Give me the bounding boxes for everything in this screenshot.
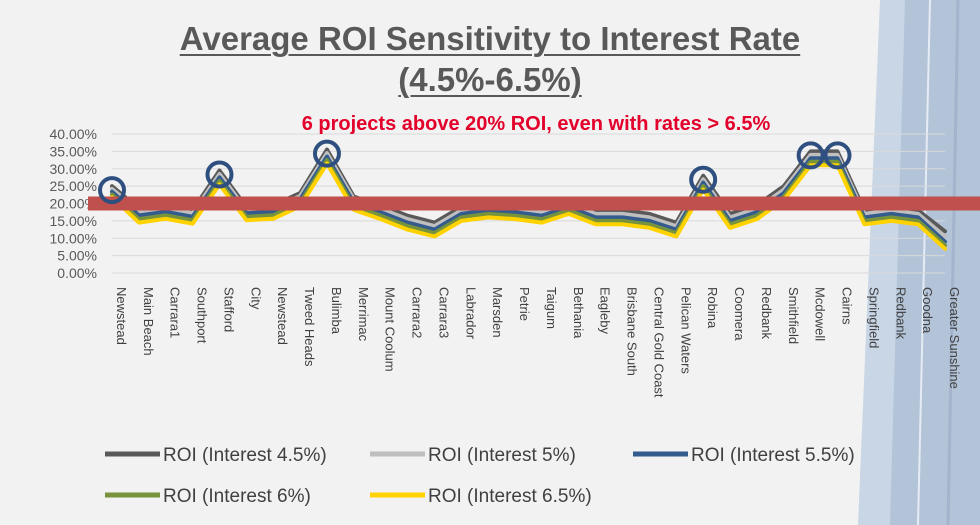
x-tick-label: Cairns [840,287,855,325]
decor-glass-line [946,0,960,525]
legend-label: ROI (Interest 4.5%) [163,445,327,466]
highlight-circle [98,176,126,205]
y-tick-label: 40.00% [50,126,97,142]
x-tick-label: Merrimac [356,287,371,342]
y-tick-label: 35.00% [50,143,97,159]
x-tick-label: Carrara2 [410,287,425,338]
x-tick-label: Goodna [920,287,935,334]
chart-title-line1: Average ROI Sensitivity to Interest Rate [179,20,801,57]
x-tick-label: Carrara3 [436,287,451,338]
legend-label: ROI (Interest 6.5%) [428,486,592,507]
x-tick-label: Carrara1 [168,287,183,338]
highlight-circles [98,139,852,205]
legend-label: ROI (Interest 5%) [428,445,576,466]
legend: ROI (Interest 4.5%) ROI (Interest 5%) ROI … [105,445,855,507]
x-tick-label: Springfield [866,287,881,348]
decor-glass-panel-dark [890,0,980,525]
x-tick-label: Labrador [463,287,478,340]
x-tick-label: Newstead [275,287,290,345]
x-tick-label: Greater Sunshine [947,287,962,389]
y-tick-label: 15.00% [50,213,97,229]
highlight-circle [823,141,852,170]
highlight-circle [689,165,718,194]
x-tick-label: Central Gold Coast [651,287,666,398]
y-tick-label: 10.00% [50,230,97,246]
x-axis-ticks: Newstead Main Beach Carrara1 Southport Staff… [114,287,962,398]
x-tick-label: Coomera [732,287,747,341]
y-tick-label: 5.00% [57,248,97,264]
x-tick-label: Smithfield [786,287,801,344]
x-tick-label: Mount Coolum [383,287,398,372]
callout-text: 6 projects above 20% ROI, even with rate… [301,113,771,135]
x-tick-label: Stafford [221,287,236,332]
x-tick-label: Newstead [114,287,129,345]
x-tick-label: City [248,287,263,310]
x-tick-label: Redbank [759,287,774,340]
y-tick-label: 30.00% [50,161,97,177]
x-tick-label: Tweed Heads [302,287,317,367]
y-tick-label: 25.00% [50,178,97,194]
y-tick-label: 0.00% [57,265,97,281]
x-tick-label: Robina [705,287,720,329]
x-tick-label: Petrie [517,287,532,321]
legend-label: ROI (Interest 6%) [163,486,311,507]
x-tick-label: Bulimba [329,287,344,335]
y-tick-label: 20.00% [50,196,97,212]
x-tick-label: Bethania [571,287,586,339]
series-line [110,154,947,244]
x-tick-label: Eagleby [598,287,613,334]
highlight-circle [312,139,341,168]
y-axis-ticks: 0.00%5.00% 10.00%15.00%20.00% 25.00%30.00%… [50,126,97,281]
series-line [110,161,947,251]
threshold-bar [88,196,980,211]
decor-glass-line [917,0,931,525]
highlight-circle [205,160,234,189]
x-tick-label: Pelican Waters [678,287,693,374]
x-tick-label: Brisbane South [625,287,640,376]
chart-title-line2: (4.5%-6.5%) [398,61,582,98]
x-tick-label: Southport [195,287,210,344]
x-tick-label: Mcdowell [813,287,828,341]
x-tick-label: Redbank [893,287,908,340]
x-tick-label: Main Beach [141,287,156,356]
x-tick-label: Taigum [544,287,559,329]
threshold-bar-group [88,196,980,211]
legend-label: ROI (Interest 5.5%) [691,445,855,466]
x-tick-label: Marsden [490,287,505,338]
highlight-circle [796,141,825,170]
